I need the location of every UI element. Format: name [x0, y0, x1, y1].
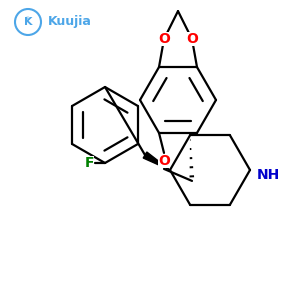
Text: NH: NH — [256, 168, 280, 182]
Text: F: F — [84, 156, 94, 170]
Text: O: O — [186, 32, 198, 46]
Polygon shape — [143, 152, 170, 170]
Text: ®: ® — [24, 17, 30, 22]
Text: O: O — [158, 154, 170, 168]
Text: Kuujia: Kuujia — [48, 16, 92, 28]
Text: O: O — [158, 32, 170, 46]
Text: K: K — [24, 17, 32, 27]
